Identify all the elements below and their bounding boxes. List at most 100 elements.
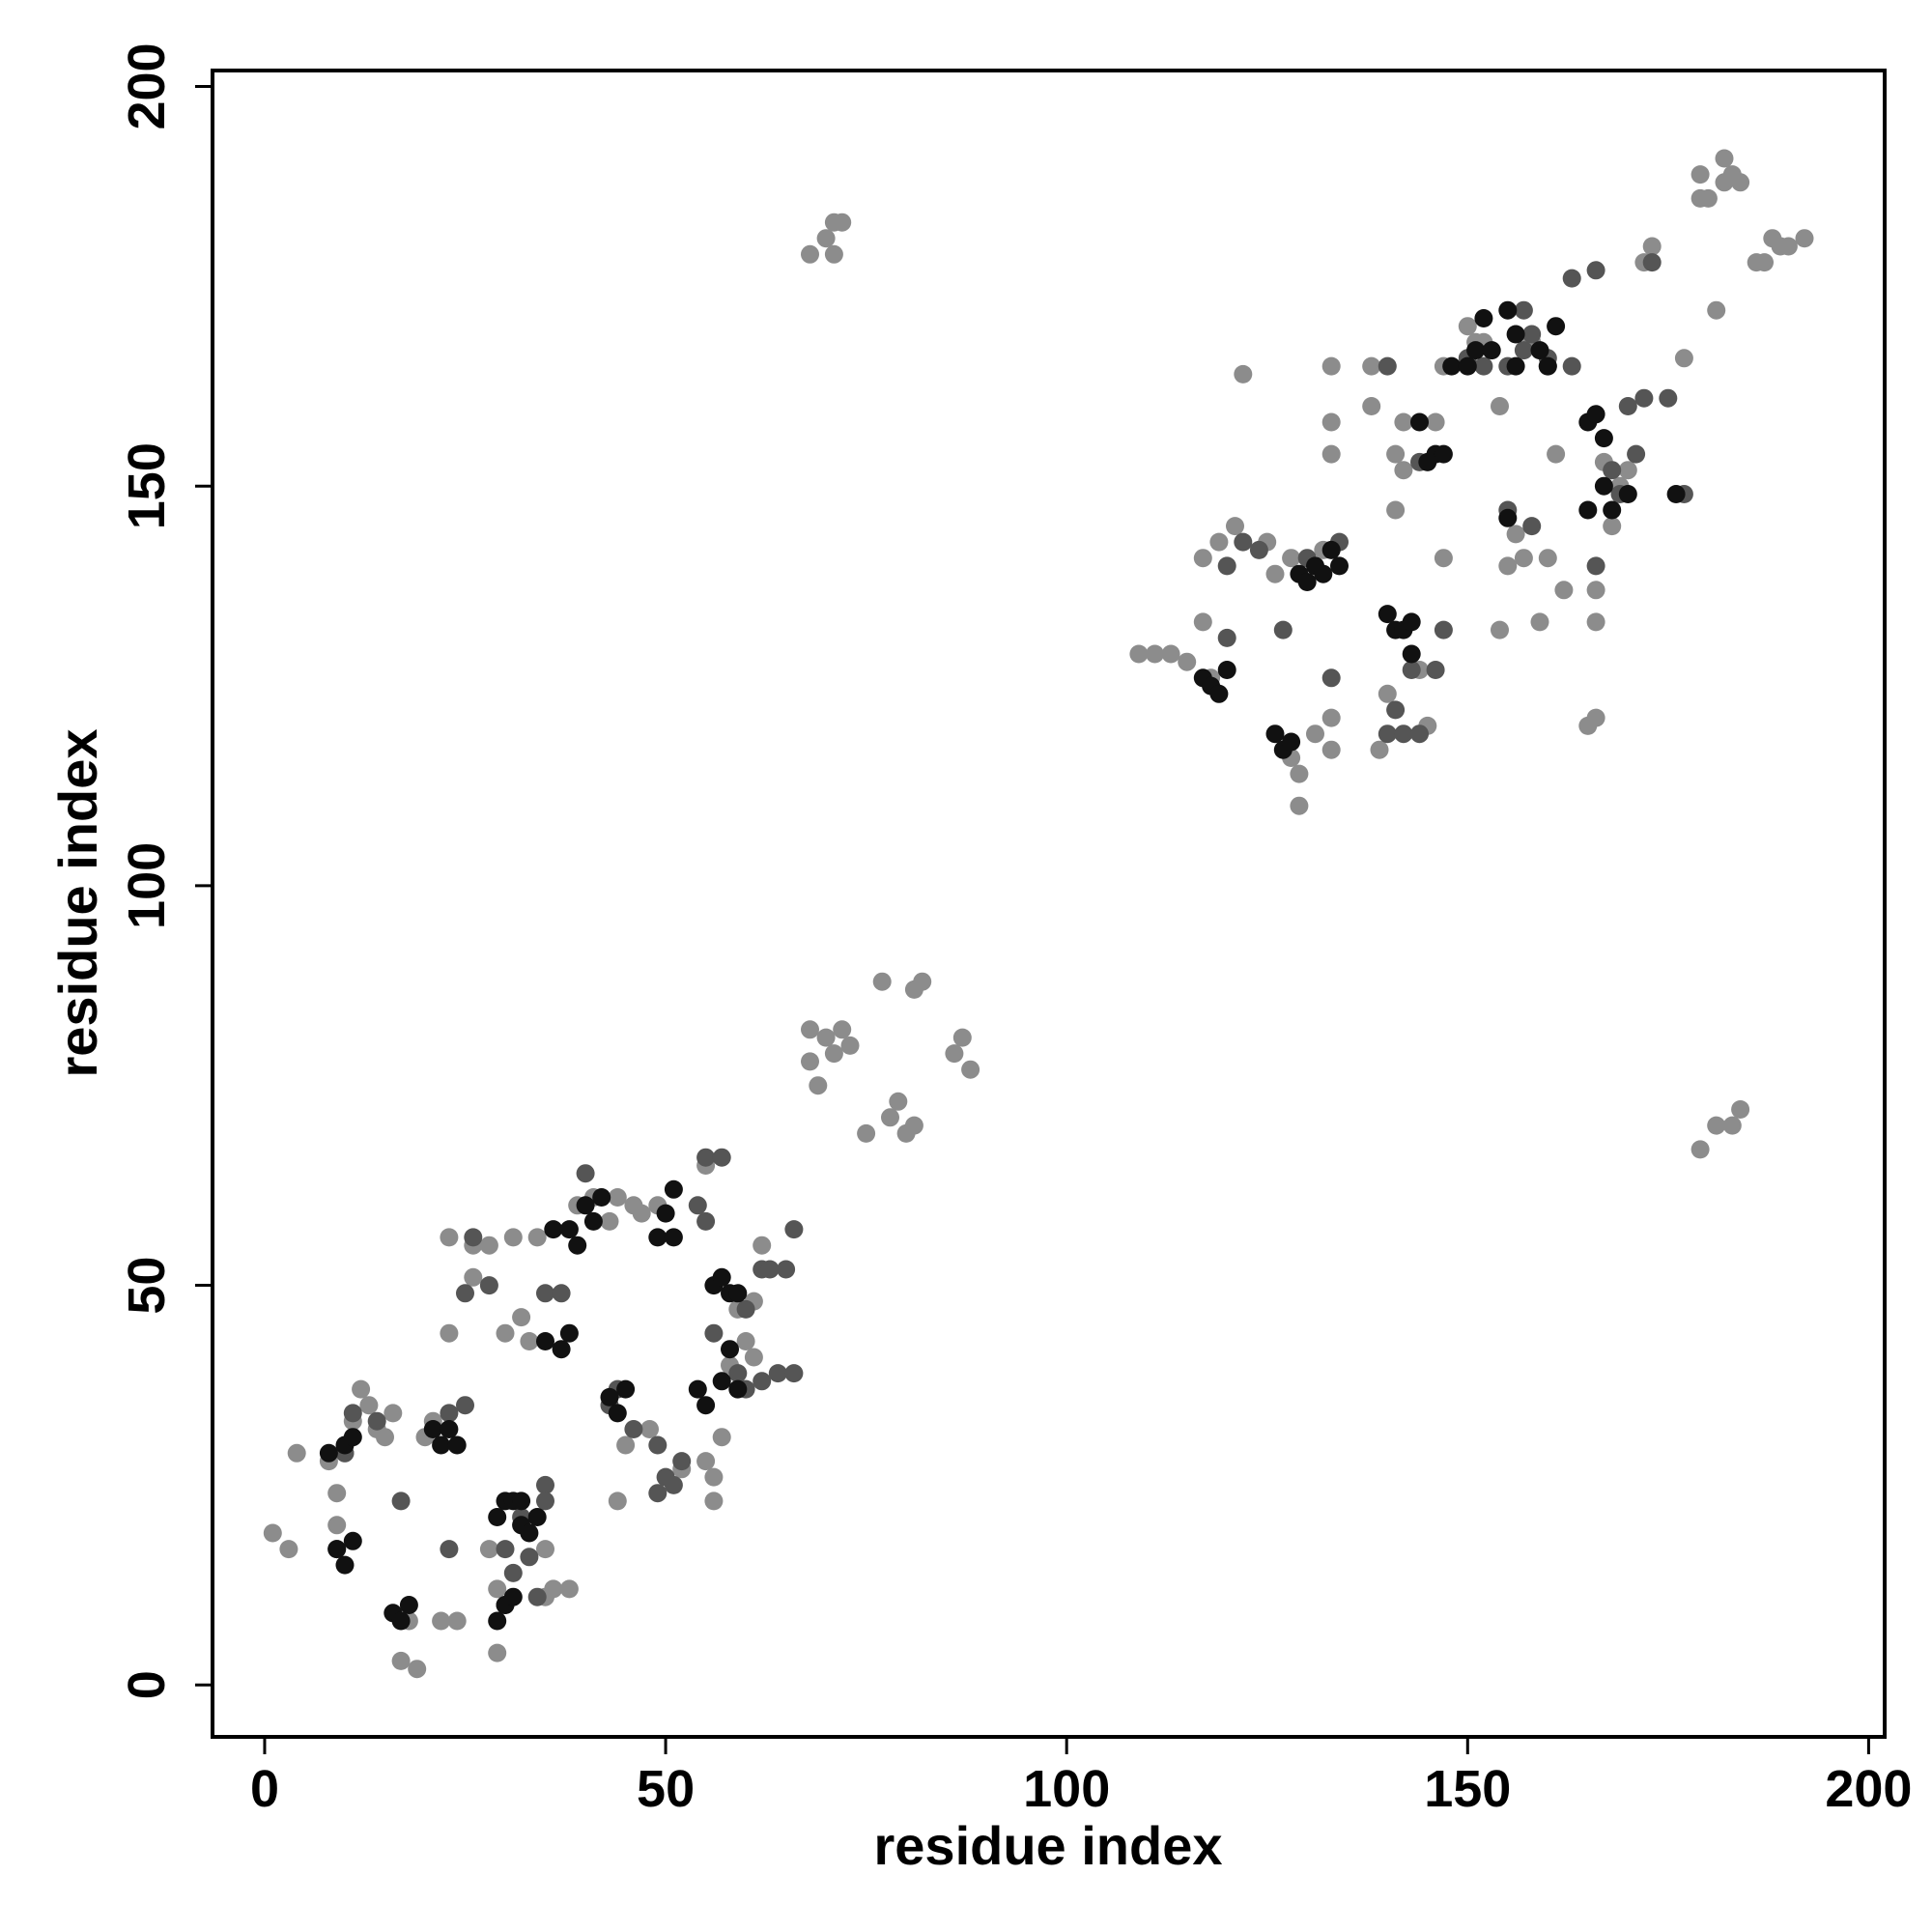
data-point: [1458, 317, 1477, 336]
data-point: [1586, 405, 1605, 424]
data-point: [479, 1540, 498, 1559]
data-point: [753, 1236, 772, 1255]
data-point: [1193, 612, 1212, 632]
data-point: [704, 1323, 724, 1343]
data-point: [1642, 237, 1662, 256]
data-point: [536, 1540, 554, 1559]
data-point: [391, 1492, 411, 1511]
data-point: [488, 1643, 507, 1662]
data-point: [664, 1228, 683, 1247]
data-point: [279, 1540, 298, 1559]
data-point: [536, 1284, 554, 1303]
data-point: [1755, 253, 1774, 272]
y-tick-label: 150: [118, 442, 176, 529]
data-point: [1386, 700, 1406, 720]
data-point: [784, 1220, 804, 1239]
data-point: [616, 1379, 636, 1399]
data-point: [1707, 300, 1726, 320]
data-point: [1659, 388, 1678, 408]
data-point: [1522, 325, 1542, 344]
data-point: [801, 1052, 819, 1071]
data-point: [1434, 620, 1453, 639]
data-point: [1707, 1116, 1726, 1135]
data-point: [1618, 461, 1637, 480]
data-point: [1674, 349, 1693, 368]
data-point: [728, 1364, 748, 1383]
data-point: [496, 1323, 515, 1343]
data-point: [327, 1516, 347, 1535]
data-point: [352, 1379, 371, 1399]
data-point: [1129, 644, 1149, 664]
data-point: [801, 244, 819, 264]
data-point: [479, 1276, 498, 1295]
data-point: [1178, 652, 1197, 671]
data-point: [1715, 149, 1734, 168]
data-point: [1506, 356, 1525, 376]
data-point: [712, 1372, 731, 1391]
data-point: [456, 1284, 474, 1303]
data-point: [881, 1108, 899, 1127]
data-point: [384, 1404, 403, 1423]
data-points: [263, 149, 1814, 1679]
data-point: [503, 1563, 523, 1582]
data-point: [1217, 628, 1236, 647]
data-point: [527, 1508, 547, 1526]
series-dark: [319, 300, 1686, 1631]
data-point: [640, 1420, 659, 1438]
data-point: [753, 1372, 772, 1391]
data-point: [1603, 517, 1622, 536]
data-point: [464, 1228, 483, 1247]
data-point: [1586, 556, 1605, 576]
data-point: [1547, 444, 1566, 464]
data-point: [1514, 300, 1533, 320]
data-point: [1514, 341, 1533, 360]
data-point: [1426, 661, 1445, 679]
x-tick-label: 200: [1825, 1760, 1912, 1818]
data-point: [1586, 581, 1605, 600]
data-point: [1394, 412, 1413, 432]
data-point: [1538, 549, 1557, 568]
data-point: [359, 1396, 379, 1415]
data-point: [1321, 540, 1341, 559]
data-point: [833, 1020, 852, 1039]
data-point: [1146, 644, 1164, 664]
data-point: [1234, 364, 1253, 384]
data-point: [1402, 612, 1421, 632]
series-medium: [327, 253, 1693, 1614]
data-point: [1618, 397, 1637, 415]
data-point: [440, 1420, 459, 1438]
data-point: [608, 1492, 627, 1511]
data-point: [440, 1540, 459, 1559]
data-point: [1209, 532, 1229, 552]
data-point: [488, 1611, 507, 1631]
data-point: [833, 213, 852, 232]
data-point: [1378, 356, 1397, 376]
data-point: [721, 1340, 739, 1359]
x-axis-label: residue index: [873, 1815, 1222, 1876]
data-point: [520, 1332, 539, 1350]
data-point: [840, 1036, 860, 1055]
data-point: [760, 1260, 780, 1279]
data-point: [696, 1148, 716, 1167]
data-point: [1321, 356, 1341, 376]
data-point: [536, 1332, 554, 1350]
y-axis-label: residue index: [47, 728, 108, 1077]
data-point: [672, 1452, 692, 1471]
data-point: [1603, 461, 1622, 480]
data-point: [1482, 341, 1501, 360]
data-point: [488, 1508, 507, 1526]
data-point: [1530, 612, 1549, 632]
data-point: [728, 1284, 748, 1303]
data-point: [496, 1540, 515, 1559]
data-point: [744, 1348, 763, 1367]
data-point: [688, 1379, 707, 1399]
data-point: [889, 1092, 908, 1111]
plot-frame: [211, 69, 1887, 1739]
data-point: [728, 1379, 748, 1399]
y-axis: 0 50 100 150 200: [118, 43, 213, 1699]
data-point: [1410, 724, 1429, 744]
data-point: [736, 1332, 755, 1350]
data-point: [408, 1660, 427, 1679]
data-point: [1234, 532, 1253, 552]
